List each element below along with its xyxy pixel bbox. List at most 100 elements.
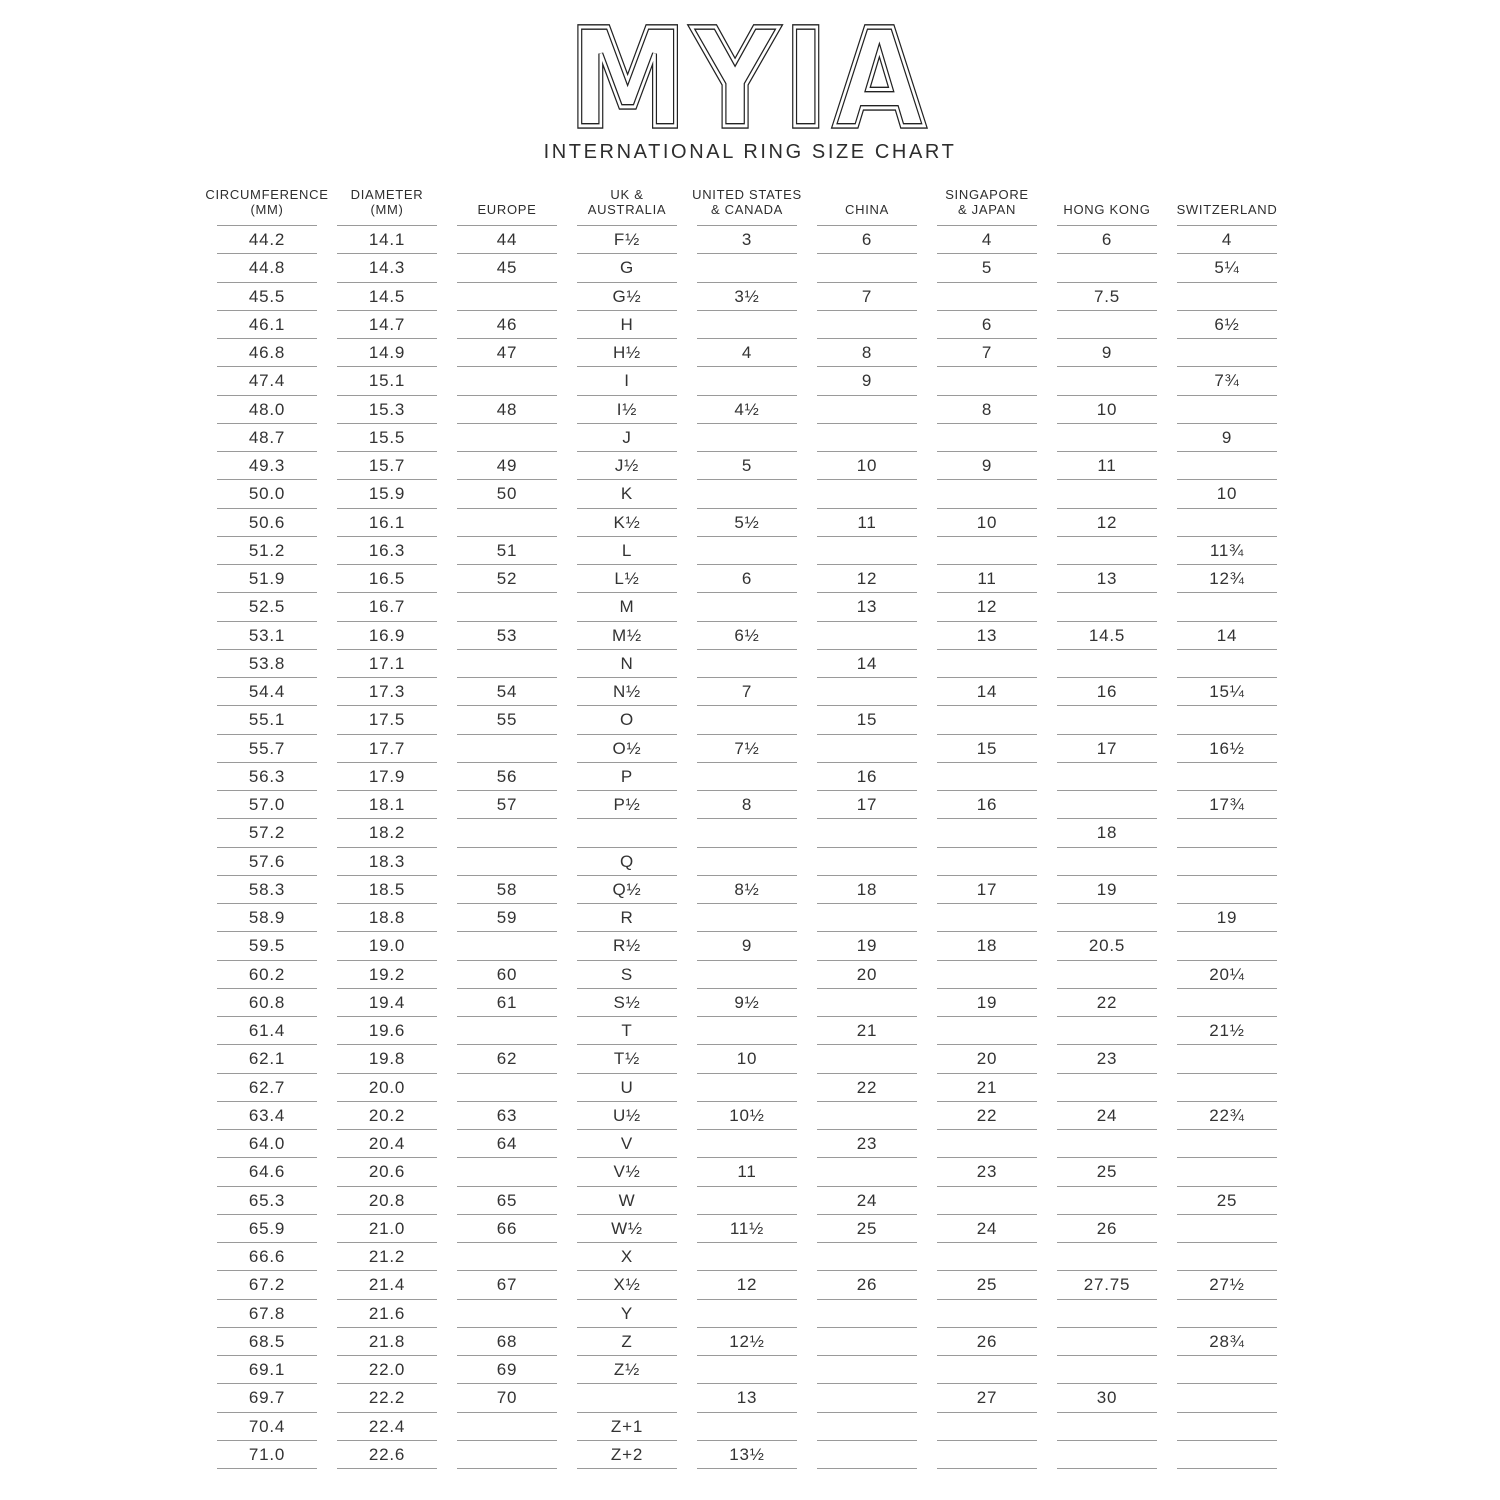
table-cell-hong-kong-row5: 9 (1047, 339, 1167, 368)
header-cell-uk-australia: UK & AUSTRALIA (567, 180, 687, 226)
table-cell-uk-australia-row30: T½ (567, 1045, 687, 1074)
ring-size-table: CIRCUMFERENCE (MM) DIAMETER (MM) EUROPE UK & A… (205, 180, 1287, 1470)
table-cell-switzerland-row1: 4 (1167, 226, 1287, 255)
table-cell-diameter-row25: 18.8 (327, 904, 447, 933)
page-title: INTERNATIONAL RING SIZE CHART (543, 141, 957, 163)
table-cell-us-canada-row36: 11½ (687, 1215, 807, 1244)
table-cell-singapore-japan-row3 (927, 283, 1047, 312)
table-cell-china-row30 (807, 1045, 927, 1074)
header-label-line: CHINA (845, 202, 889, 217)
table-cell-us-canada-row9: 5 (687, 452, 807, 481)
table-cell-hong-kong-row14 (1047, 593, 1167, 622)
table-cell-switzerland-row22 (1167, 819, 1287, 848)
table-cell-circumference-row12: 51.2 (207, 537, 327, 566)
table-cell-circumference-row43: 70.4 (207, 1413, 327, 1442)
table-cell-china-row6: 9 (807, 367, 927, 396)
table-cell-uk-australia-row33: V (567, 1130, 687, 1159)
table-cell-switzerland-row7 (1167, 396, 1287, 425)
table-cell-circumference-row5: 46.8 (207, 339, 327, 368)
table-cell-singapore-japan-row14: 12 (927, 593, 1047, 622)
table-cell-diameter-row38: 21.4 (327, 1271, 447, 1300)
table-cell-diameter-row42: 22.2 (327, 1384, 447, 1413)
table-cell-china-row25 (807, 904, 927, 933)
table-cell-switzerland-row34 (1167, 1158, 1287, 1187)
table-cell-hong-kong-row22: 18 (1047, 819, 1167, 848)
table-cell-hong-kong-row42: 30 (1047, 1384, 1167, 1413)
table-cell-singapore-japan-row40: 26 (927, 1328, 1047, 1357)
table-cell-china-row13: 12 (807, 565, 927, 594)
table-cell-us-canada-row6 (687, 367, 807, 396)
table-cell-singapore-japan-row35 (927, 1187, 1047, 1216)
table-cell-diameter-row35: 20.8 (327, 1187, 447, 1216)
table-cell-europe-row26 (447, 932, 567, 961)
table-cell-us-canada-row34: 11 (687, 1158, 807, 1187)
table-cell-singapore-japan-row42: 27 (927, 1384, 1047, 1413)
table-cell-circumference-row28: 60.8 (207, 989, 327, 1018)
table-cell-us-canada-row32: 10½ (687, 1102, 807, 1131)
table-cell-singapore-japan-row19: 15 (927, 735, 1047, 764)
table-cell-europe-row35: 65 (447, 1187, 567, 1216)
table-cell-us-canada-row19: 7½ (687, 735, 807, 764)
table-cell-uk-australia-row14: M (567, 593, 687, 622)
table-cell-europe-row37 (447, 1243, 567, 1272)
table-cell-singapore-japan-row17: 14 (927, 678, 1047, 707)
table-cell-china-row44 (807, 1441, 927, 1470)
table-cell-china-row2 (807, 254, 927, 283)
table-cell-uk-australia-row41: Z½ (567, 1356, 687, 1385)
table-cell-diameter-row3: 14.5 (327, 283, 447, 312)
table-cell-us-canada-row4 (687, 311, 807, 340)
table-cell-switzerland-row18 (1167, 706, 1287, 735)
brand-logo: MYIA MYIA (550, 0, 950, 161)
table-cell-us-canada-row42: 13 (687, 1384, 807, 1413)
table-cell-switzerland-row12: 11¾ (1167, 537, 1287, 566)
table-cell-singapore-japan-row13: 11 (927, 565, 1047, 594)
table-cell-diameter-row21: 18.1 (327, 791, 447, 820)
table-cell-switzerland-row44 (1167, 1441, 1287, 1470)
table-cell-switzerland-row9 (1167, 452, 1287, 481)
table-cell-diameter-row27: 19.2 (327, 961, 447, 990)
table-cell-china-row4 (807, 311, 927, 340)
table-cell-singapore-japan-row25 (927, 904, 1047, 933)
table-cell-singapore-japan-row24: 17 (927, 876, 1047, 905)
table-cell-us-canada-row11: 5½ (687, 509, 807, 538)
table-cell-europe-row41: 69 (447, 1356, 567, 1385)
table-cell-circumference-row22: 57.2 (207, 819, 327, 848)
table-cell-singapore-japan-row28: 19 (927, 989, 1047, 1018)
table-cell-uk-australia-row6: I (567, 367, 687, 396)
table-cell-uk-australia-row44: Z+2 (567, 1441, 687, 1470)
table-cell-europe-row2: 45 (447, 254, 567, 283)
table-cell-circumference-row34: 64.6 (207, 1158, 327, 1187)
table-cell-singapore-japan-row21: 16 (927, 791, 1047, 820)
table-cell-hong-kong-row16 (1047, 650, 1167, 679)
table-cell-singapore-japan-row27 (927, 961, 1047, 990)
table-cell-hong-kong-row4 (1047, 311, 1167, 340)
table-cell-hong-kong-row3: 7.5 (1047, 283, 1167, 312)
table-cell-hong-kong-row35 (1047, 1187, 1167, 1216)
table-cell-uk-australia-row43: Z+1 (567, 1413, 687, 1442)
table-cell-circumference-row21: 57.0 (207, 791, 327, 820)
logo-outline-text: MYIA (569, 0, 931, 135)
table-cell-switzerland-row19: 16½ (1167, 735, 1287, 764)
table-cell-hong-kong-row28: 22 (1047, 989, 1167, 1018)
table-cell-diameter-row28: 19.4 (327, 989, 447, 1018)
table-cell-uk-australia-row17: N½ (567, 678, 687, 707)
table-cell-switzerland-row4: 6½ (1167, 311, 1287, 340)
table-cell-diameter-row40: 21.8 (327, 1328, 447, 1357)
table-cell-europe-row18: 55 (447, 706, 567, 735)
table-cell-china-row36: 25 (807, 1215, 927, 1244)
table-cell-hong-kong-row6 (1047, 367, 1167, 396)
table-cell-europe-row9: 49 (447, 452, 567, 481)
table-cell-hong-kong-row43 (1047, 1413, 1167, 1442)
table-cell-china-row18: 15 (807, 706, 927, 735)
table-cell-uk-australia-row11: K½ (567, 509, 687, 538)
table-cell-diameter-row14: 16.7 (327, 593, 447, 622)
table-cell-us-canada-row44: 13½ (687, 1441, 807, 1470)
table-cell-diameter-row5: 14.9 (327, 339, 447, 368)
brand-logo-graphic: MYIA MYIA (566, 0, 931, 161)
table-cell-singapore-japan-row30: 20 (927, 1045, 1047, 1074)
table-cell-singapore-japan-row29 (927, 1017, 1047, 1046)
table-cell-uk-australia-row22 (567, 819, 687, 848)
table-cell-singapore-japan-row16 (927, 650, 1047, 679)
table-cell-singapore-japan-row32: 22 (927, 1102, 1047, 1131)
table-cell-circumference-row31: 62.7 (207, 1074, 327, 1103)
